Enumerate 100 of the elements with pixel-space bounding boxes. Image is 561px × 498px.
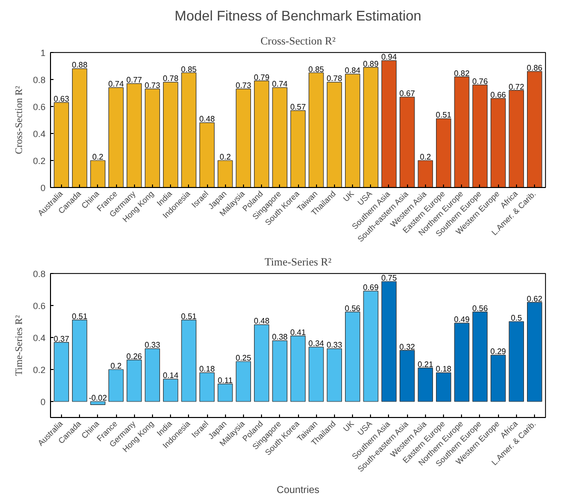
bar — [126, 83, 142, 188]
data-label: 0.18 — [436, 364, 452, 374]
x-tick-label: UK — [342, 418, 356, 434]
x-axis-title: Countries — [276, 484, 320, 496]
bar — [181, 72, 196, 188]
y-tick-label: 1 — [40, 48, 46, 58]
bar — [490, 354, 506, 402]
data-label: 0.74 — [108, 80, 124, 89]
bar — [527, 71, 542, 188]
y-tick-label: 0.2 — [32, 156, 46, 166]
bar — [454, 322, 470, 402]
bar — [436, 372, 452, 402]
data-label: 0.37 — [54, 334, 70, 344]
data-label: 0.2 — [420, 152, 432, 162]
bar — [472, 312, 488, 402]
bar — [290, 336, 306, 402]
bar — [236, 361, 251, 402]
data-label: 0.48 — [254, 316, 270, 326]
chart-subtitle: Time-Series R² — [264, 256, 332, 268]
bar — [308, 346, 324, 402]
bar — [218, 384, 233, 402]
bar — [199, 372, 215, 402]
data-label: 0.85 — [181, 64, 198, 74]
bar — [363, 290, 378, 402]
y-tick-label: 0 — [40, 397, 46, 407]
bar — [508, 321, 524, 402]
bar — [54, 102, 69, 188]
data-label: 0.78 — [162, 74, 179, 84]
data-label: 0.34 — [308, 339, 325, 348]
y-tick-label: 0.8 — [32, 75, 46, 85]
data-label: 0.51 — [436, 110, 452, 120]
bar — [126, 360, 142, 402]
data-label: 0.2 — [220, 152, 232, 162]
y-tick-label: 0 — [40, 183, 46, 193]
data-label: 0.48 — [199, 114, 216, 124]
bar — [90, 160, 106, 188]
bar — [454, 76, 470, 188]
bar — [54, 342, 69, 402]
data-label: 0.73 — [144, 80, 161, 90]
bar — [90, 401, 106, 405]
y-tick-label: 0.4 — [32, 129, 46, 139]
data-label: 0.85 — [308, 64, 325, 74]
bar — [527, 302, 542, 402]
bar — [326, 82, 342, 188]
data-label: 0.62 — [526, 294, 543, 304]
data-label: 0.56 — [472, 304, 488, 313]
data-label: 0.33 — [144, 340, 161, 350]
data-label: 0.82 — [454, 68, 470, 78]
bar — [272, 340, 288, 402]
data-label: 0.69 — [363, 283, 380, 292]
data-label: 0.33 — [326, 340, 343, 350]
bar — [236, 88, 251, 188]
y-tick-label: 0.8 — [32, 269, 46, 279]
data-label: 0.51 — [72, 312, 88, 321]
bar — [144, 348, 160, 402]
bar — [72, 68, 88, 188]
data-label: 0.2 — [92, 152, 104, 162]
data-label: 0.51 — [181, 312, 198, 321]
bar — [181, 320, 196, 402]
bar — [326, 348, 342, 402]
bar — [400, 96, 415, 188]
bar — [381, 60, 397, 188]
data-label: 0.57 — [290, 102, 306, 112]
data-label: 0.63 — [54, 94, 70, 104]
data-label: 0.49 — [454, 315, 470, 324]
bar — [163, 378, 178, 402]
bar — [272, 87, 288, 188]
y-axis-title: Time-Series R² — [14, 315, 25, 376]
data-label: 0.5 — [510, 314, 522, 322]
data-label: 0.11 — [218, 376, 234, 385]
data-label: 0.94 — [381, 52, 398, 62]
data-label: 0.14 — [162, 371, 179, 380]
data-label: 0.86 — [526, 63, 543, 72]
data-label: 0.38 — [272, 332, 288, 342]
data-label: -0.02 — [88, 394, 108, 402]
bar — [508, 90, 524, 188]
data-label: 0.56 — [344, 304, 361, 313]
data-label: 0.41 — [290, 328, 306, 337]
chart-subtitle: Cross-Section R² — [260, 36, 336, 48]
bar — [472, 84, 488, 188]
bar — [381, 281, 397, 402]
data-label: 0.2 — [110, 362, 122, 370]
y-axis-title: Cross-Section R² — [14, 86, 25, 154]
bar — [436, 118, 452, 188]
data-label: 0.76 — [472, 76, 488, 86]
bar — [144, 88, 160, 188]
bar — [163, 82, 178, 188]
data-label: 0.89 — [363, 59, 380, 68]
y-tick-label: 0.2 — [32, 365, 46, 375]
bar — [290, 110, 306, 188]
bar — [218, 160, 233, 188]
data-label: 0.73 — [236, 80, 252, 90]
y-tick-label: 0.4 — [32, 333, 46, 343]
bar — [345, 74, 360, 188]
y-tick-label: 0.6 — [32, 102, 46, 112]
data-label: 0.84 — [344, 66, 361, 76]
bar — [254, 324, 270, 402]
data-label: 0.75 — [381, 274, 398, 282]
bar — [363, 67, 378, 188]
bar — [254, 80, 270, 188]
